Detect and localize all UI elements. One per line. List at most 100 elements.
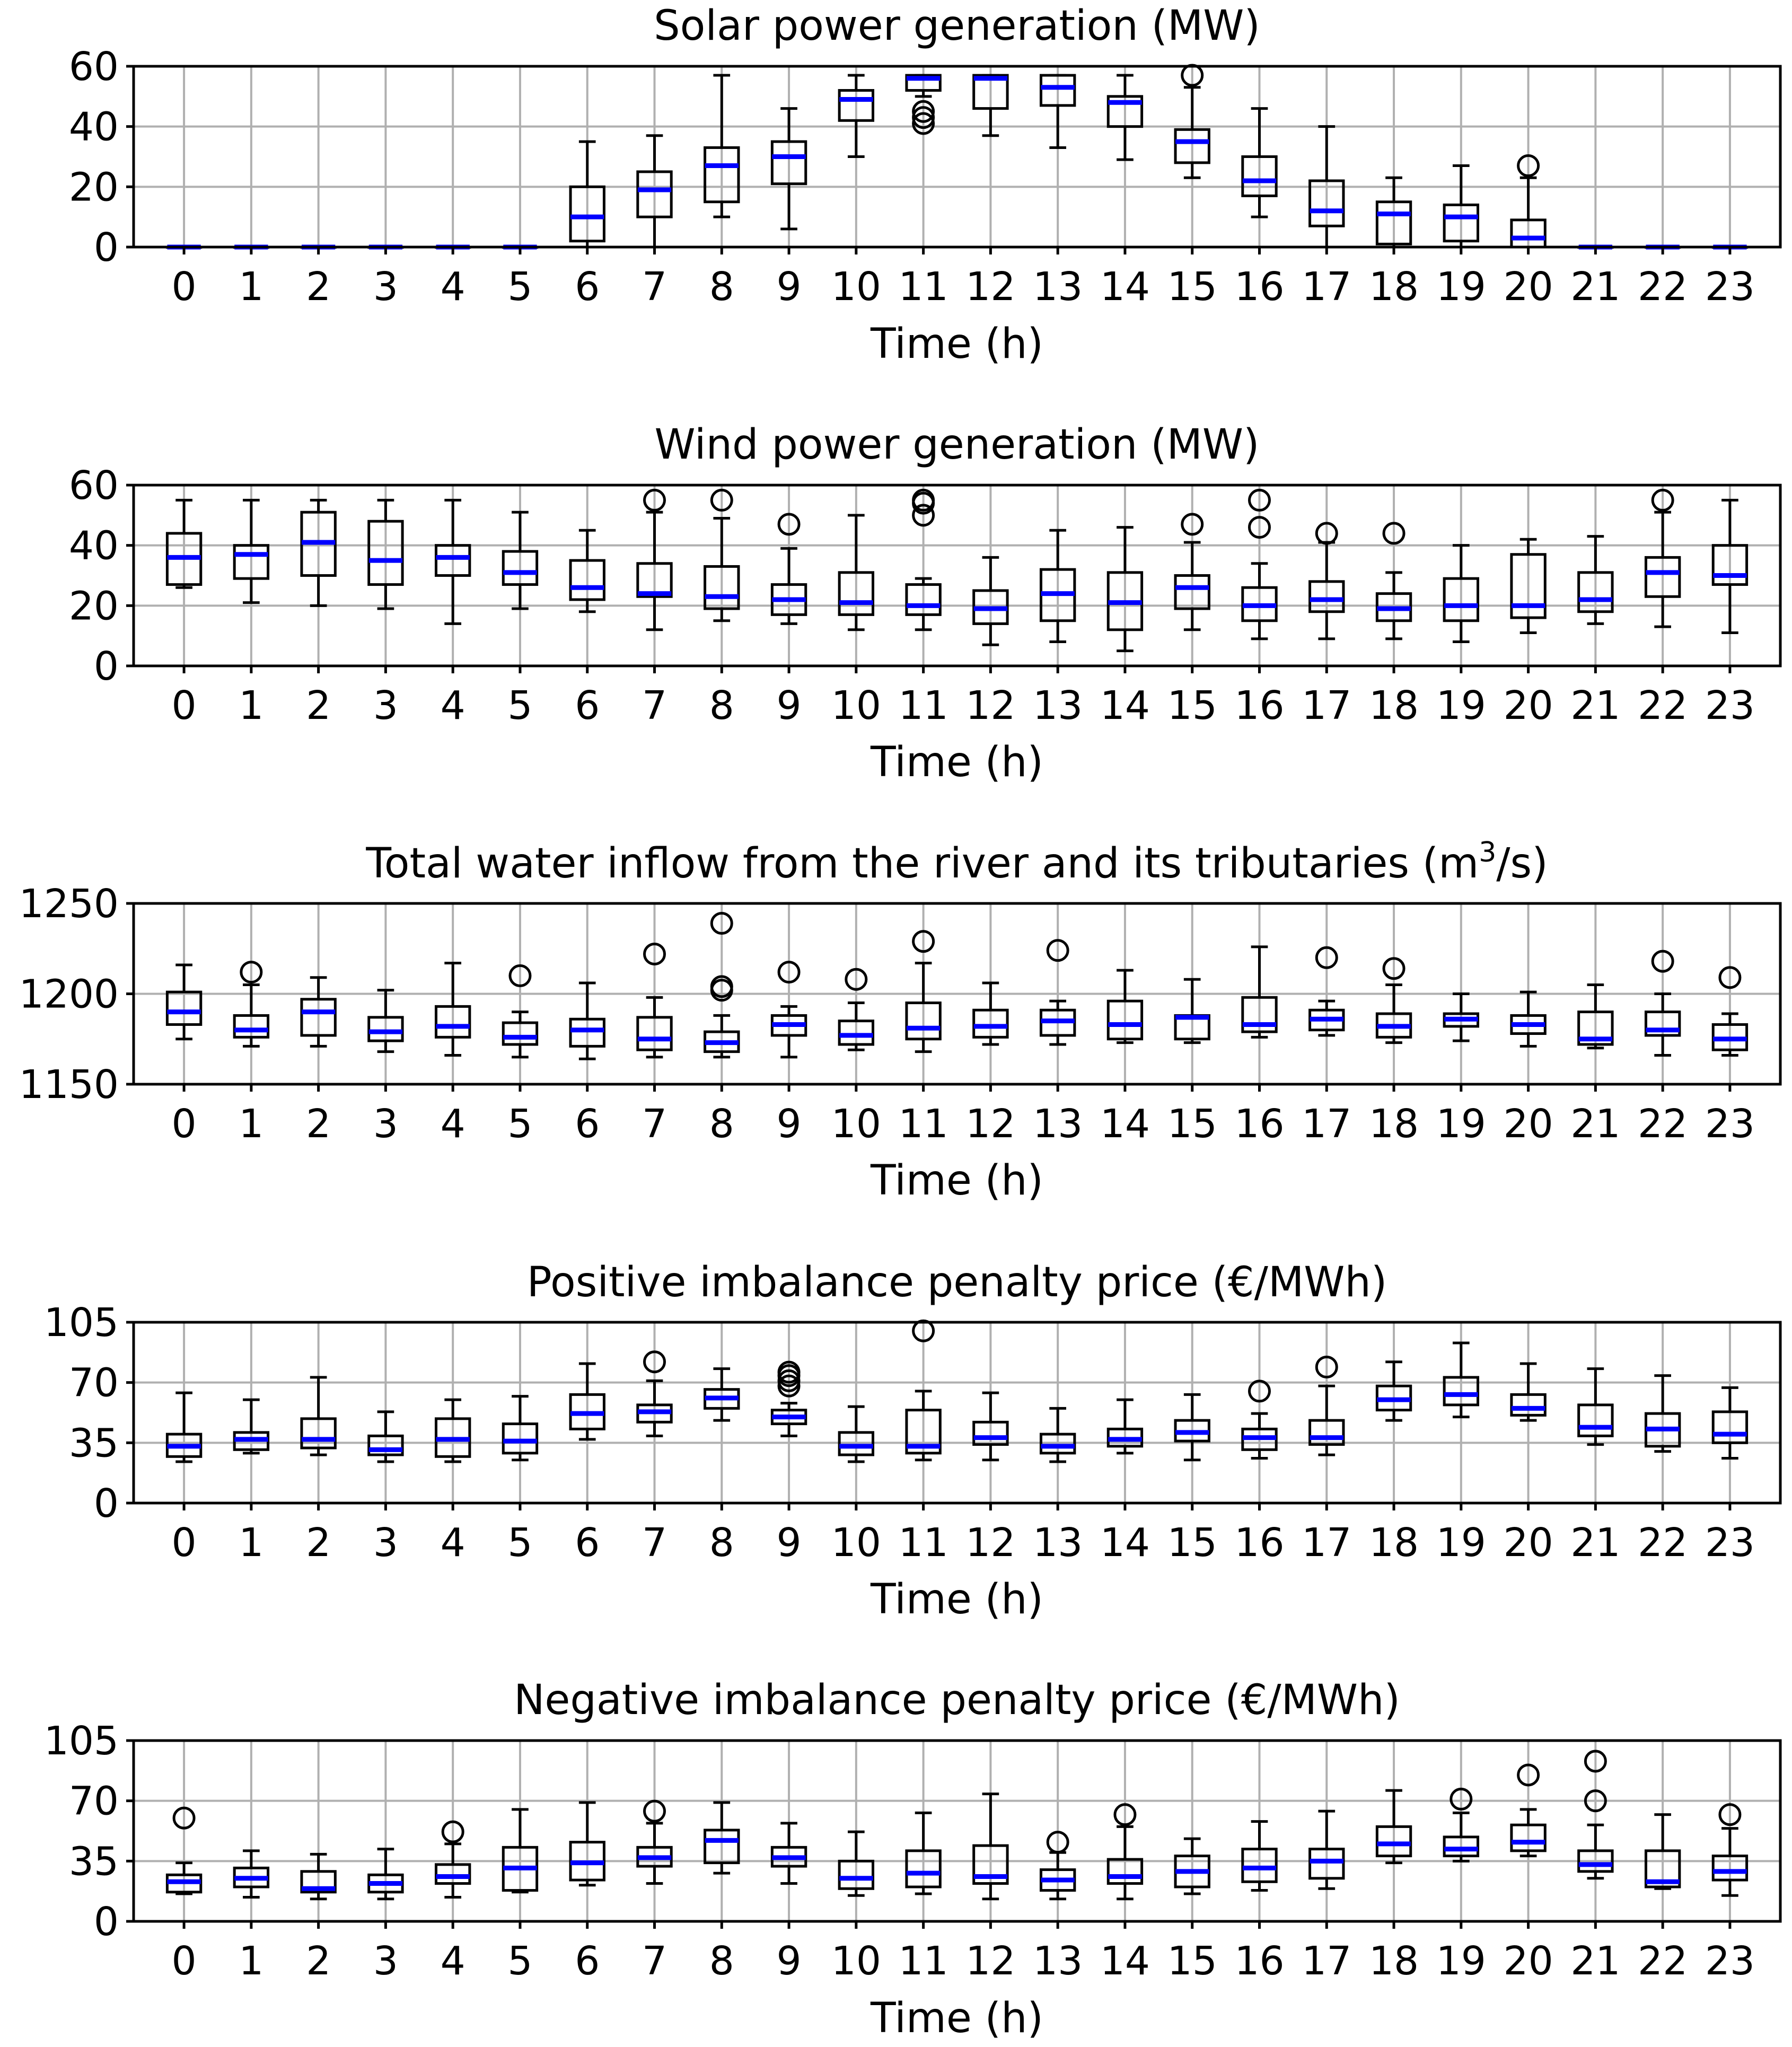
box-9 — [770, 107, 807, 231]
y-tick-label: 1250 — [19, 881, 119, 927]
iqr-box — [1106, 1858, 1144, 1885]
box-23 — [1711, 1386, 1749, 1460]
iqr-box — [300, 1870, 337, 1894]
box-19 — [1443, 544, 1480, 644]
box-12 — [972, 556, 1009, 646]
x-tick-label: 10 — [831, 1101, 881, 1147]
boxes — [165, 912, 1749, 1060]
axes-frame — [132, 1321, 1782, 1505]
x-tick-label: 16 — [1234, 264, 1284, 310]
box-8 — [704, 488, 740, 622]
x-tick-label: 21 — [1570, 1938, 1620, 1984]
x-axis-label: Time (h) — [870, 1995, 1043, 2042]
panel-water-inflow: Total water inflow from the river and it… — [19, 837, 1782, 1205]
x-tick-label: 2 — [306, 264, 331, 310]
panel-positive-imbalance: Positive imbalance penalty price (€/MWh)… — [44, 1259, 1782, 1623]
x-tick-label: 18 — [1369, 683, 1419, 728]
box-2 — [300, 976, 337, 1048]
box-11 — [905, 1319, 942, 1462]
x-tick-label: 9 — [777, 1520, 802, 1566]
x-tick-label: 11 — [899, 264, 948, 310]
box-23 — [1711, 966, 1749, 1057]
x-tick-label: 14 — [1100, 1938, 1150, 1984]
x-tick-label: 5 — [507, 1938, 532, 1984]
outlier-point — [1315, 522, 1338, 545]
x-tick-label: 21 — [1570, 1520, 1620, 1566]
x-tick-label: 18 — [1369, 1101, 1419, 1147]
box-1 — [233, 1849, 270, 1899]
outlier-point — [1248, 488, 1271, 512]
iqr-box — [1308, 1848, 1345, 1880]
box-8 — [704, 912, 740, 1059]
x-axis-label: Time (h) — [870, 1576, 1043, 1623]
iqr-box — [1308, 179, 1345, 227]
y-tick-label: 70 — [69, 1360, 119, 1406]
iqr-box — [636, 562, 673, 598]
iqr-box — [569, 1017, 605, 1048]
iqr-box — [1443, 1835, 1480, 1858]
x-tick-label: 9 — [777, 1938, 802, 1984]
x-tick-label: 20 — [1504, 1938, 1553, 1984]
iqr-box — [905, 1001, 942, 1041]
x-tick-label: 9 — [777, 1101, 802, 1147]
outlier-point — [1382, 957, 1406, 980]
iqr-box — [838, 571, 875, 616]
box-16 — [1241, 945, 1278, 1039]
x-tick-label: 21 — [1570, 683, 1620, 728]
box-12 — [972, 74, 1009, 137]
box-18 — [1375, 522, 1412, 640]
x-tick-label: 6 — [575, 1101, 600, 1147]
box-12 — [972, 1793, 1009, 1901]
box-16 — [1241, 488, 1278, 640]
box-17 — [1308, 522, 1345, 640]
iqr-box — [972, 1008, 1009, 1039]
x-tick-label: 1 — [239, 1520, 263, 1566]
panel-title: Wind power generation (MW) — [655, 421, 1260, 469]
box-12 — [972, 981, 1009, 1046]
x-axis-label: Time (h) — [870, 1157, 1043, 1205]
x-tick-label: 9 — [777, 683, 802, 728]
iqr-box — [1443, 203, 1480, 243]
iqr-box — [1106, 999, 1144, 1041]
box-4 — [434, 962, 471, 1057]
box-23 — [1711, 1803, 1749, 1897]
box-0 — [165, 963, 203, 1041]
iqr-box — [1443, 1376, 1480, 1407]
outlier-point — [1113, 1803, 1137, 1826]
iqr-box — [434, 1005, 471, 1039]
outlier-point — [912, 106, 935, 129]
box-8 — [704, 1801, 740, 1875]
box-20 — [1510, 990, 1547, 1048]
box-16 — [1241, 107, 1278, 218]
box-11 — [905, 74, 942, 135]
outlier-point — [1248, 1380, 1271, 1403]
outlier-point — [1718, 1803, 1742, 1826]
iqr-box — [1577, 1849, 1614, 1873]
y-tick-label: 0 — [94, 1481, 119, 1526]
box-13 — [1039, 74, 1076, 149]
box-12 — [972, 1391, 1009, 1462]
outlier-point — [912, 112, 935, 135]
iqr-box — [704, 1829, 740, 1865]
iqr-box — [972, 1420, 1009, 1446]
x-axis-label: Time (h) — [870, 739, 1043, 786]
iqr-box — [905, 74, 942, 92]
x-tick-label: 22 — [1638, 264, 1688, 310]
x-tick-label: 21 — [1570, 1101, 1620, 1147]
iqr-box — [502, 1021, 539, 1046]
x-tick-label: 20 — [1504, 1520, 1553, 1566]
outlier-point — [1651, 950, 1674, 973]
box-21 — [1577, 1750, 1614, 1880]
box-2 — [300, 1852, 337, 1901]
x-tick-label: 4 — [441, 1101, 465, 1147]
outlier-point — [1450, 1787, 1473, 1811]
grid — [134, 484, 1780, 667]
y-tick-label: 70 — [69, 1779, 119, 1824]
box-2 — [300, 498, 337, 607]
x-tick-label: 21 — [1570, 264, 1620, 310]
panel-title: Total water inflow from the river and it… — [365, 837, 1548, 888]
box-20 — [1510, 1362, 1547, 1422]
iqr-box — [838, 89, 875, 122]
box-7 — [636, 488, 673, 631]
